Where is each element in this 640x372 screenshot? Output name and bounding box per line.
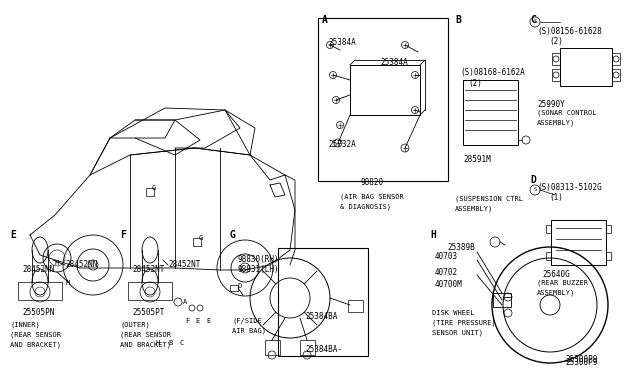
Bar [612,53,620,65]
Text: AND BRACKET): AND BRACKET) [10,342,61,349]
Text: A: A [322,15,328,25]
Text: SENSOR UNIT): SENSOR UNIT) [432,330,483,337]
Text: 25732A: 25732A [328,140,356,149]
Text: E: E [206,318,211,324]
Text: B: B [455,15,461,25]
Text: 25300P9: 25300P9 [565,355,597,364]
Text: 98830(RH): 98830(RH) [238,255,280,264]
Text: 25384BA-: 25384BA- [305,345,342,354]
Text: (REAR SENSOR: (REAR SENSOR [120,332,171,339]
Text: 28591M: 28591M [463,155,491,164]
Text: (2): (2) [549,37,563,46]
Text: 25505PN: 25505PN [22,308,54,317]
Text: 25384A: 25384A [380,58,408,67]
Bar [606,225,611,233]
Text: 98820: 98820 [360,178,383,187]
Text: DISK WHEEL: DISK WHEEL [432,310,474,316]
Text: 98831(LH): 98831(LH) [238,265,280,274]
Text: 28452NT: 28452NT [168,260,200,269]
Text: F: F [120,230,126,240]
Text: 25384BA: 25384BA [305,312,337,321]
Bar [493,293,511,307]
Bar [463,80,518,145]
Text: 25640G: 25640G [542,270,570,279]
Text: AIR BAG): AIR BAG) [232,328,266,334]
Text: A: A [183,299,188,305]
Bar [560,48,612,86]
Text: (F/SIDE: (F/SIDE [232,318,262,324]
Text: D: D [530,175,536,185]
Text: H: H [65,280,69,286]
Text: 25300P9: 25300P9 [565,358,597,367]
Text: D: D [238,283,243,289]
Bar [348,300,363,312]
Text: G: G [199,235,204,241]
Text: E: E [195,318,199,324]
Bar [318,18,448,181]
Bar [230,285,238,291]
Text: (S)08313-5102G: (S)08313-5102G [537,183,602,192]
Bar [350,65,420,115]
Text: (TIRE PRESSURE): (TIRE PRESSURE) [432,320,496,327]
Text: H: H [155,340,159,346]
Text: ASSEMBLY): ASSEMBLY) [537,120,575,126]
Bar [128,282,172,300]
Text: 40700M: 40700M [435,280,463,289]
Text: (S)08168-6162A: (S)08168-6162A [460,68,525,77]
Text: (SONAR CONTROL: (SONAR CONTROL [537,110,596,116]
Text: AND BRACKET): AND BRACKET) [120,342,171,349]
Bar [606,252,611,260]
Text: & DIAGNOSIS): & DIAGNOSIS) [340,203,391,209]
Text: S: S [533,19,536,24]
Text: 25389B: 25389B [447,243,475,252]
Bar [552,53,560,65]
Text: ASSEMBLY): ASSEMBLY) [455,205,493,212]
Text: (REAR BUZZER: (REAR BUZZER [537,280,588,286]
Text: E: E [10,230,16,240]
Text: C: C [530,15,536,25]
Bar [552,69,560,81]
Text: 25505PT: 25505PT [132,308,164,317]
Text: 25384A: 25384A [328,38,356,47]
Text: C: C [180,340,184,346]
Text: B: B [168,340,172,346]
Bar [146,188,154,196]
Text: (2): (2) [468,79,482,88]
Bar [193,238,201,246]
Text: 28452NN: 28452NN [65,260,97,269]
Bar [546,225,551,233]
Text: H: H [430,230,436,240]
Text: F: F [185,318,189,324]
Text: G: G [230,230,236,240]
Text: 25990Y: 25990Y [537,100,564,109]
Text: (OUTER): (OUTER) [120,322,150,328]
Bar [265,340,280,355]
Text: (1): (1) [549,193,563,202]
Text: (SUSPENSION CTRL: (SUSPENSION CTRL [455,195,523,202]
Text: 28452NT: 28452NT [132,265,164,274]
Bar [551,220,606,265]
Bar [612,69,620,81]
Text: G: G [152,185,156,191]
Text: (S)08156-61628: (S)08156-61628 [537,27,602,36]
Text: (REAR SENSOR: (REAR SENSOR [10,332,61,339]
Text: H: H [55,260,59,266]
Bar [18,282,62,300]
Bar [278,248,368,356]
Text: S: S [533,187,536,192]
Text: ASSEMBLY): ASSEMBLY) [537,290,575,296]
Text: (INNER): (INNER) [10,322,40,328]
Text: 28452NN: 28452NN [22,265,54,274]
Text: (AIR BAG SENSOR: (AIR BAG SENSOR [340,193,404,199]
Bar [300,340,315,355]
Bar [546,252,551,260]
Text: 40702: 40702 [435,268,458,277]
Text: 40703: 40703 [435,252,458,261]
